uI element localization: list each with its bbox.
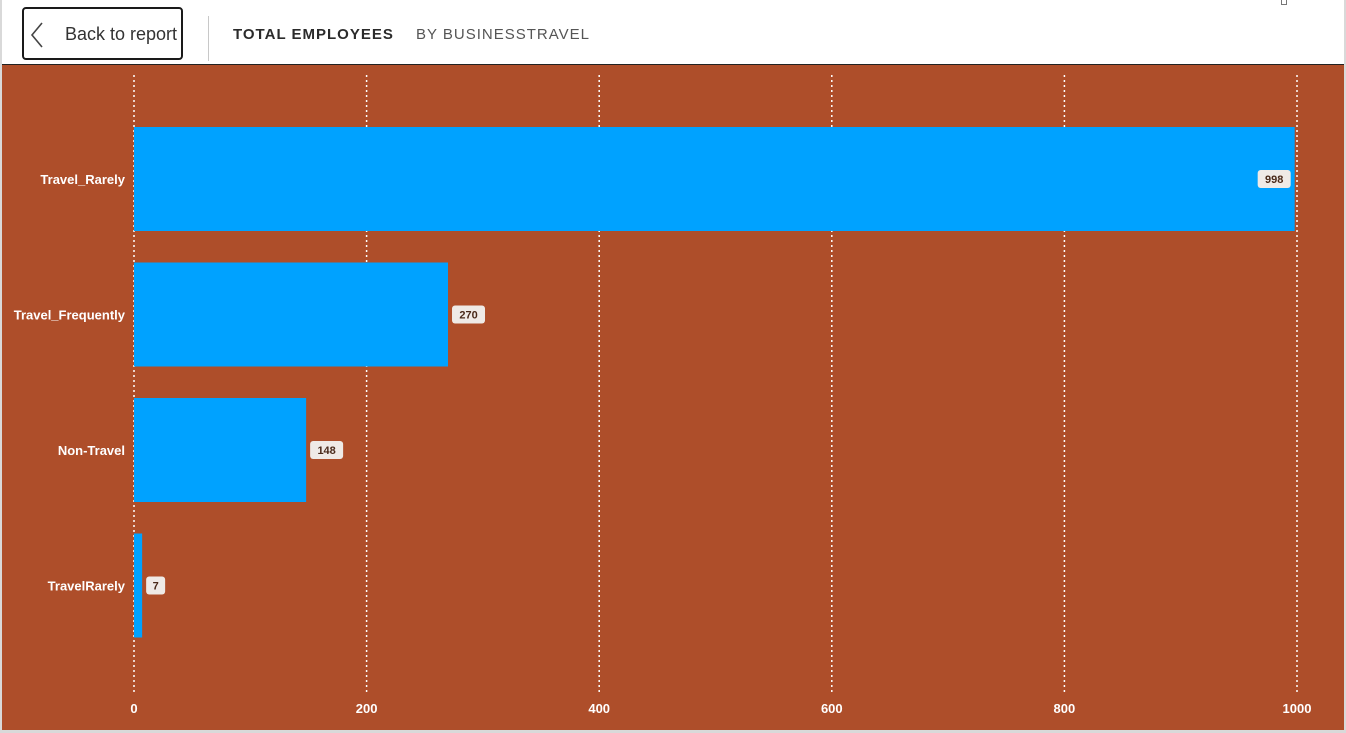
x-tick-label: 800 <box>1054 701 1076 716</box>
data-label-box <box>146 576 166 595</box>
bar-chart: 998 270 148 7 Travel_Rarely Travel_Frequentl… <box>2 65 1344 730</box>
x-tick-label: 400 <box>588 701 610 716</box>
data-label: 148 <box>317 445 335 457</box>
bar-non-travel[interactable] <box>134 398 307 502</box>
category-label: Non-Travel <box>58 443 125 458</box>
data-label: 7 <box>153 581 159 593</box>
corner-mark <box>1281 0 1287 5</box>
header-divider <box>208 16 209 61</box>
data-label-box <box>310 441 344 459</box>
header-bar: Back to report TOTAL EMPLOYEES BY BUSINE… <box>0 0 1346 65</box>
category-label: Travel_Rarely <box>40 172 125 187</box>
back-to-report-button[interactable]: Back to report <box>22 7 183 60</box>
data-label-box <box>1257 170 1291 188</box>
chevron-left-icon <box>30 22 43 48</box>
back-button-label: Back to report <box>65 24 178 44</box>
x-axis-ticks: 0 200 400 600 800 1000 <box>130 701 1311 716</box>
bar-travel-rarely[interactable] <box>134 127 1295 231</box>
data-label: 270 <box>459 310 477 322</box>
category-label: Travel_Frequently <box>14 308 126 323</box>
bars <box>134 127 1295 638</box>
x-tick-label: 0 <box>130 701 137 716</box>
category-labels: Travel_Rarely Travel_Frequently Non-Travel… <box>14 172 126 594</box>
bar-travelrarely[interactable] <box>134 533 143 638</box>
x-tick-label: 1000 <box>1283 701 1312 716</box>
chart-canvas: 998 270 148 7 Travel_Rarely Travel_Frequentl… <box>2 65 1344 730</box>
data-label-box <box>452 305 486 324</box>
bar-travel-frequently[interactable] <box>134 262 449 367</box>
x-tick-label: 200 <box>356 701 378 716</box>
x-tick-label: 600 <box>821 701 843 716</box>
data-labels: 998 270 148 7 <box>146 170 1291 595</box>
visual-subtitle: BY BUSINESSTRAVEL <box>416 26 591 43</box>
category-label: TravelRarely <box>48 579 126 594</box>
data-label: 998 <box>1265 174 1283 186</box>
visual-title: TOTAL EMPLOYEES <box>233 26 394 43</box>
